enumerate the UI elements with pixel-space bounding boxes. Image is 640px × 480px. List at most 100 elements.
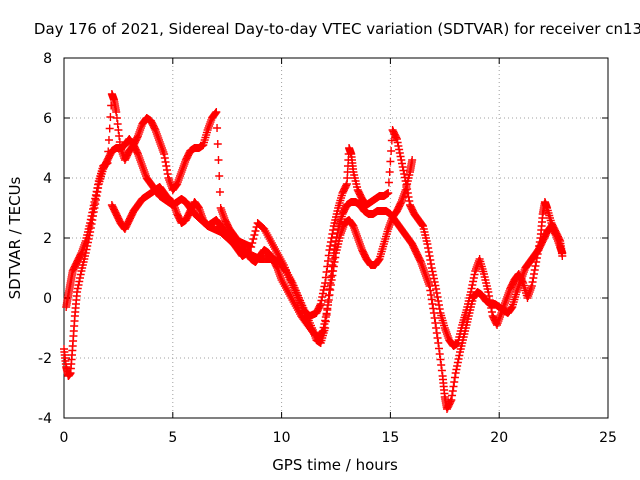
plot-frame (63, 57, 609, 419)
data-point (532, 254, 541, 262)
data-point (384, 189, 393, 197)
x-tick-label: 25 (599, 430, 617, 446)
data-point (104, 136, 113, 144)
data-point (215, 172, 224, 180)
chart-title: Day 176 of 2021, Sidereal Day-to-day VTE… (34, 20, 640, 38)
data-point (114, 126, 123, 134)
data-point (427, 260, 436, 268)
data-point (433, 334, 442, 342)
data-point (326, 281, 335, 289)
data-point (318, 328, 327, 336)
data-point (424, 244, 433, 252)
data-point (318, 289, 327, 298)
data-point (326, 286, 335, 294)
data-point (326, 242, 335, 250)
data-point (434, 301, 443, 309)
data-point (115, 138, 124, 146)
x-tick-label: 0 (60, 430, 69, 446)
data-point (88, 208, 97, 217)
data-point (534, 246, 543, 254)
data-point (468, 281, 477, 289)
data-point (432, 324, 441, 332)
data-point (327, 234, 336, 242)
data-point (272, 262, 281, 271)
data-point (329, 226, 338, 234)
data-point (214, 156, 223, 164)
x-tick-label: 20 (490, 430, 508, 446)
data-point (432, 329, 441, 337)
data-point (430, 278, 439, 286)
data-point (432, 289, 441, 297)
data-point (470, 270, 479, 279)
x-tick-label: 15 (381, 430, 399, 446)
data-point (397, 156, 406, 164)
data-point (160, 150, 169, 158)
data-point (76, 270, 85, 279)
data-point (321, 273, 330, 282)
data-point (431, 281, 440, 290)
data-point (469, 277, 478, 286)
data-point (324, 301, 333, 309)
data-point (387, 147, 396, 155)
data-point (487, 308, 496, 316)
data-point (434, 297, 443, 305)
data-point (484, 288, 493, 296)
data-point (530, 270, 539, 278)
data-point (452, 365, 461, 374)
data-point (75, 274, 84, 282)
data-point (89, 201, 98, 210)
data-point (326, 238, 335, 246)
data-point (324, 257, 333, 265)
data-point (408, 156, 417, 164)
data-point (532, 258, 541, 266)
y-tick-label: -2 (38, 351, 52, 367)
series-track-c (107, 156, 417, 341)
x-tick-label: 5 (168, 430, 177, 446)
data-point (248, 239, 257, 247)
data-point (531, 262, 540, 270)
data-point (558, 252, 567, 260)
data-point (328, 230, 337, 238)
data-point (150, 124, 159, 133)
data-point (448, 391, 457, 400)
data-point (396, 199, 405, 208)
data-point (424, 248, 433, 256)
data-point (162, 166, 171, 174)
data-point (103, 159, 112, 167)
data-point (398, 159, 407, 168)
data-point (249, 235, 258, 243)
data-point (434, 339, 443, 347)
data-point (430, 314, 439, 322)
data-point (162, 162, 171, 170)
data-point (467, 284, 476, 293)
data-point (399, 166, 408, 175)
data-point (507, 304, 516, 312)
data-point (404, 193, 413, 201)
data-point (112, 108, 121, 116)
data-point (330, 258, 339, 266)
data-point (92, 187, 101, 196)
data-point (428, 300, 437, 308)
data-point (433, 293, 442, 301)
data-point (528, 278, 537, 286)
axis-ticks: 0 5 10 15 20 25 -4 -2 0 2 4 6 8 (38, 51, 617, 446)
data-point (487, 304, 496, 312)
data-point (73, 288, 82, 296)
data-point (374, 256, 383, 264)
data-point (318, 327, 327, 335)
data-point (74, 281, 83, 289)
data-point (555, 235, 564, 244)
series-track-a (60, 135, 567, 413)
data-point (455, 351, 464, 360)
data-point (94, 180, 103, 189)
data-point (428, 267, 437, 276)
data-point (527, 282, 536, 290)
data-point (319, 323, 328, 332)
data-point (320, 320, 329, 328)
data-point (212, 108, 221, 116)
data-point (418, 221, 427, 229)
data-point (535, 242, 544, 250)
data-point (113, 120, 122, 128)
x-axis-label: GPS time / hours (272, 456, 398, 474)
data-point (91, 194, 100, 203)
